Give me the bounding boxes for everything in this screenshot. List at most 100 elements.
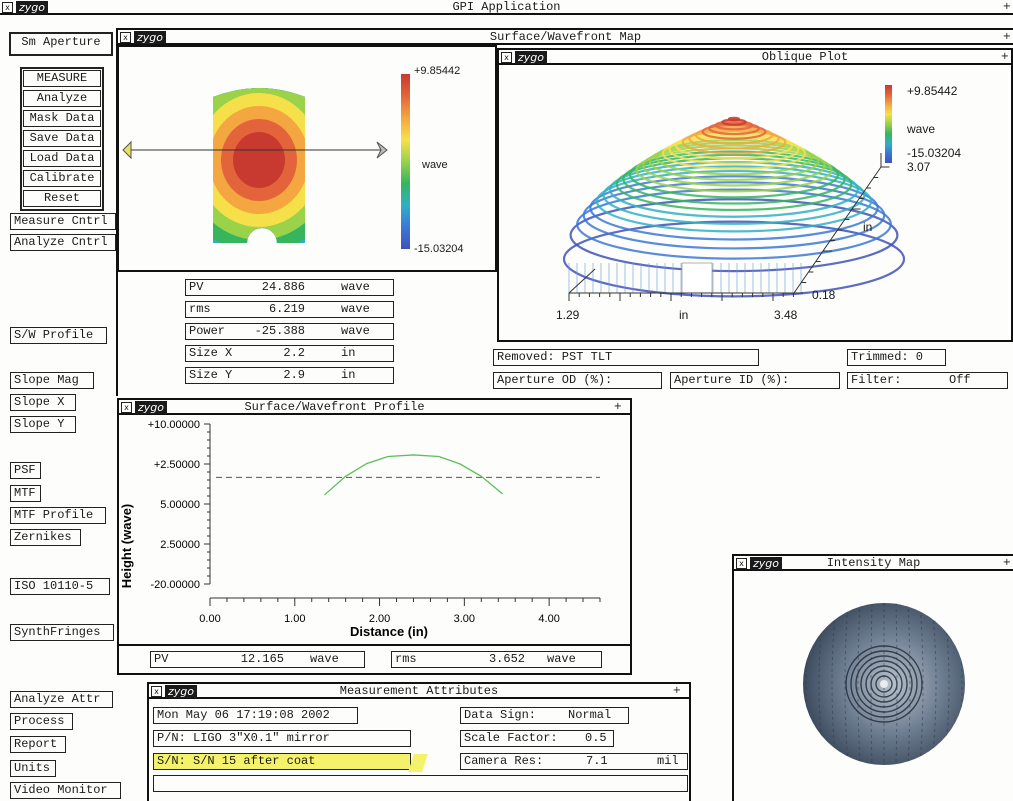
map-stat-row: Size X 2.2 in bbox=[185, 345, 394, 362]
resize-icon[interactable]: + bbox=[1002, 557, 1011, 568]
intensity-map-window: x zygo Intensity Map + bbox=[732, 554, 1013, 801]
close-icon[interactable]: x bbox=[151, 686, 162, 697]
slope-x-button[interactable]: Slope X bbox=[10, 394, 76, 411]
oblique-x-max-label: 3.48 bbox=[774, 308, 798, 322]
surface-map-color-scale bbox=[401, 74, 410, 249]
analyze-button[interactable]: Analyze bbox=[23, 90, 101, 107]
oblique-x-axis-label: in bbox=[679, 308, 689, 322]
zygo-logo: zygo bbox=[165, 685, 197, 698]
zernikes-button[interactable]: Zernikes bbox=[10, 529, 81, 546]
mesh-contour bbox=[668, 134, 800, 165]
close-icon[interactable]: x bbox=[501, 52, 512, 63]
close-icon[interactable]: x bbox=[120, 32, 131, 43]
aperture-id-field[interactable]: Aperture ID (%): bbox=[670, 372, 840, 389]
sw-profile-button[interactable]: S/W Profile bbox=[10, 327, 107, 344]
fringe-band bbox=[907, 603, 911, 765]
profile-x-axis: 0.00 1.00 2.00 3.00 4.00 bbox=[199, 597, 601, 625]
slope-mag-button[interactable]: Slope Mag bbox=[10, 372, 94, 389]
mesh-contour bbox=[562, 220, 906, 298]
resize-icon[interactable]: + bbox=[1002, 31, 1011, 42]
y-tick-label: +10.00000 bbox=[148, 419, 200, 431]
video-monitor-button[interactable]: Video Monitor bbox=[10, 782, 121, 799]
surface-map-plot bbox=[122, 74, 410, 249]
close-icon[interactable]: x bbox=[736, 558, 747, 569]
profile-stat-unit: wave bbox=[547, 652, 576, 666]
scale-factor-label: Scale Factor: bbox=[464, 731, 558, 745]
mesh-contour bbox=[694, 125, 774, 145]
mesh-contour bbox=[602, 165, 866, 225]
sm-aperture-frame: Sm Aperture bbox=[9, 32, 113, 56]
scale-factor-field[interactable]: Scale Factor: 0.5 bbox=[460, 730, 614, 747]
main-command-group: MEASURE Analyze Mask Data Save Data Load… bbox=[20, 67, 104, 211]
close-icon[interactable]: x bbox=[121, 402, 132, 413]
camera-res-field: Camera Res: 7.1 mil bbox=[460, 753, 688, 770]
analyze-cntrl-button[interactable]: Analyze Cntrl bbox=[10, 234, 116, 251]
resize-icon[interactable]: + bbox=[1002, 1, 1011, 12]
surface-map-title: Surface/Wavefront Map bbox=[489, 30, 642, 44]
filter-field[interactable]: Filter: Off bbox=[847, 372, 1008, 389]
sm-aperture-button[interactable]: Sm Aperture bbox=[12, 35, 110, 52]
oblique-ticks bbox=[568, 166, 890, 301]
measure-cntrl-button[interactable]: Measure Cntrl bbox=[10, 213, 116, 230]
fringe-band bbox=[857, 603, 861, 765]
iso-10110-5-button[interactable]: ISO 10110-5 bbox=[10, 578, 110, 595]
oblique-plot-window: x zygo Oblique Plot + +9.85442 wave -15.… bbox=[497, 48, 1013, 342]
comment-field[interactable] bbox=[153, 775, 688, 792]
psf-button[interactable]: PSF bbox=[10, 462, 41, 479]
profile-stat-row: PV 12.165 wave bbox=[150, 651, 365, 668]
measure-button[interactable]: MEASURE bbox=[23, 70, 101, 87]
data-sign-field[interactable]: Data Sign: Normal bbox=[460, 707, 629, 724]
profile-title: Surface/Wavefront Profile bbox=[244, 400, 425, 414]
profile-stat-row: rms 3.652 wave bbox=[391, 651, 602, 668]
mtf-button[interactable]: MTF bbox=[10, 485, 41, 502]
mesh-contour bbox=[576, 188, 892, 260]
y-tick-label: +2.50000 bbox=[154, 459, 200, 471]
attributes-title: Measurement Attributes bbox=[339, 684, 499, 698]
profile-end-marker[interactable] bbox=[376, 141, 388, 159]
intensity-title: Intensity Map bbox=[826, 556, 921, 570]
slope-y-button[interactable]: Slope Y bbox=[10, 416, 76, 433]
reset-button[interactable]: Reset bbox=[23, 190, 101, 207]
map-stat-row: Power -25.388 wave bbox=[185, 323, 394, 340]
profile-chart: +10.00000 +2.50000 5.00000 2.50000 -20.00000… bbox=[119, 419, 601, 639]
profile-x-axis-label: Distance (in) bbox=[350, 624, 428, 639]
analyze-attr-button[interactable]: Analyze Attr bbox=[10, 691, 113, 708]
profile-start-marker[interactable] bbox=[122, 140, 132, 160]
profile-stats-frame bbox=[117, 646, 632, 675]
oblique-3d-plot bbox=[562, 85, 906, 301]
map-stat-value: 2.2 bbox=[283, 346, 305, 360]
fringe-band bbox=[831, 603, 837, 765]
intensity-fringes bbox=[805, 603, 963, 765]
part-number-field[interactable]: P/N: LIGO 3"X0.1" mirror bbox=[153, 730, 411, 747]
oblique-scale-unit: wave bbox=[907, 122, 936, 136]
mtf-profile-button[interactable]: MTF Profile bbox=[10, 507, 106, 524]
resize-icon[interactable]: + bbox=[1000, 51, 1009, 62]
oblique-title: Oblique Plot bbox=[761, 50, 849, 64]
mesh-contour bbox=[727, 116, 741, 122]
map-stat-value: 6.219 bbox=[268, 302, 305, 316]
y-tick-label: -20.00000 bbox=[150, 579, 200, 591]
zygo-logo: zygo bbox=[515, 51, 547, 64]
x-tick-label: 3.00 bbox=[454, 613, 475, 625]
oblique-y-min-label: 0.18 bbox=[812, 288, 836, 302]
map-stat-label: PV bbox=[189, 280, 204, 294]
process-button[interactable]: Process bbox=[10, 713, 73, 730]
resize-icon[interactable]: + bbox=[613, 401, 622, 412]
units-button[interactable]: Units bbox=[10, 760, 56, 777]
synthfringes-button[interactable]: SynthFringes bbox=[10, 624, 114, 641]
save-data-button[interactable]: Save Data bbox=[23, 130, 101, 147]
report-button[interactable]: Report bbox=[10, 736, 66, 753]
close-icon[interactable]: x bbox=[2, 2, 13, 13]
calibrate-button[interactable]: Calibrate bbox=[23, 170, 101, 187]
mesh-notch bbox=[681, 262, 713, 294]
mask-data-button[interactable]: Mask Data bbox=[23, 110, 101, 127]
intensity-titlebar: x zygo Intensity Map + bbox=[734, 556, 1013, 571]
serial-number-field[interactable]: S/N: S/N 15 after coat bbox=[153, 753, 411, 770]
resize-icon[interactable]: + bbox=[672, 685, 681, 696]
mesh-contour bbox=[714, 120, 754, 131]
load-data-button[interactable]: Load Data bbox=[23, 150, 101, 167]
data-sign-label: Data Sign: bbox=[464, 708, 537, 722]
aperture-od-field[interactable]: Aperture OD (%): bbox=[493, 372, 662, 389]
fringe-band bbox=[844, 603, 849, 765]
profile-stat-unit: wave bbox=[310, 652, 339, 666]
